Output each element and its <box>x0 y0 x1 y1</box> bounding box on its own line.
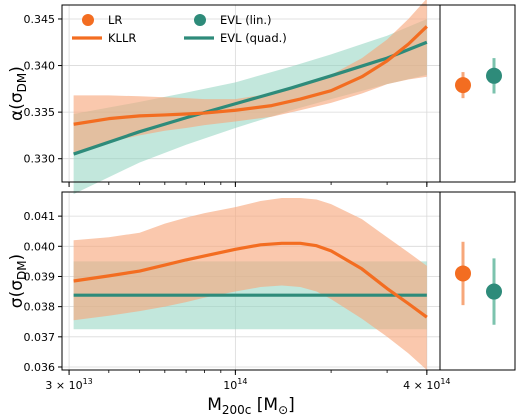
top-y-axis-label: α(σDM) <box>7 66 29 121</box>
x-axis-label-unit-sub: ⊙ <box>278 403 288 417</box>
legend-evl-quad-label: EVL (quad.) <box>220 31 287 45</box>
legend-lr-marker <box>82 14 94 26</box>
x-axis-label: M200c [M⊙] <box>207 395 295 417</box>
bottom-point-lr <box>455 265 471 282</box>
top-y-axis-label-sub: DM <box>15 73 29 93</box>
bottom-band-kllr <box>73 198 427 370</box>
top-line-kllr <box>73 25 428 126</box>
bottom-ytick-label-2: 0.038 <box>24 301 56 314</box>
x-axis-label-unit: [M <box>251 395 278 415</box>
bottom-point-evl-lin <box>486 283 502 300</box>
top-ytick-label-3: 0.345 <box>24 13 56 26</box>
x-tick-label-1-exp: 14 <box>237 377 247 386</box>
bottom-ytick-label-5: 0.041 <box>24 210 56 223</box>
legend-kllr-label: KLLR <box>108 31 136 45</box>
bottom-y-axis-label-end: ) <box>7 254 27 261</box>
bottom-ytick-label-1: 0.037 <box>24 331 56 344</box>
legend-evl-lin-marker <box>194 14 206 26</box>
bottom-side-frame <box>439 191 516 371</box>
top-y-axis-label-main: α(σ <box>7 92 27 121</box>
x-axis-label-end: ] <box>288 395 295 415</box>
top-ytick-label-1: 0.335 <box>24 106 56 119</box>
top-point-lr <box>455 77 471 94</box>
top-line-evl-quad <box>73 40 428 156</box>
bottom-panel: 0.036 0.037 0.038 0.039 0.040 0.041 σ(σDM) 3 × … <box>7 191 516 392</box>
x-tick-label-2-base: 4 × 10 <box>403 379 440 392</box>
top-panel: 0.330 0.335 0.340 0.345 α(σDM) <box>7 0 516 195</box>
x-tick-label-2: 4 × 1014 <box>403 377 450 392</box>
bottom-ytick-label-0: 0.036 <box>24 361 56 374</box>
top-ytick-label-2: 0.340 <box>24 60 56 73</box>
x-tick-label-2-exp: 14 <box>440 377 450 386</box>
x-tick-label-0-exp: 13 <box>83 377 93 386</box>
x-tick-label-1: 1014 <box>223 377 247 392</box>
top-y-axis-label-end: ) <box>7 66 27 73</box>
bottom-y-axis-label-main: σ(σ <box>7 280 27 308</box>
bottom-line-kllr <box>73 241 428 319</box>
legend-lr-label: LR <box>108 13 122 27</box>
x-tick-label-0: 3 × 1013 <box>45 377 92 392</box>
legend: LR EVL (lin.) KLLR EVL (quad.) <box>72 13 287 45</box>
legend-evl-lin-label: EVL (lin.) <box>220 13 272 27</box>
bottom-y-axis-label-sub: DM <box>15 260 29 280</box>
top-ytick-label-0: 0.330 <box>24 153 56 166</box>
bottom-ytick-label-4: 0.040 <box>24 240 56 253</box>
x-tick-label-0-base: 3 × 10 <box>45 379 82 392</box>
x-axis-label-main: M <box>207 395 222 415</box>
x-axis-label-sub: 200c <box>222 403 252 417</box>
top-point-evl-lin <box>486 67 502 84</box>
bottom-y-axis-label: σ(σDM) <box>7 254 29 308</box>
x-tick-label-1-base: 10 <box>223 379 237 392</box>
bottom-ytick-label-3: 0.039 <box>24 270 56 283</box>
top-side-frame <box>439 4 516 183</box>
